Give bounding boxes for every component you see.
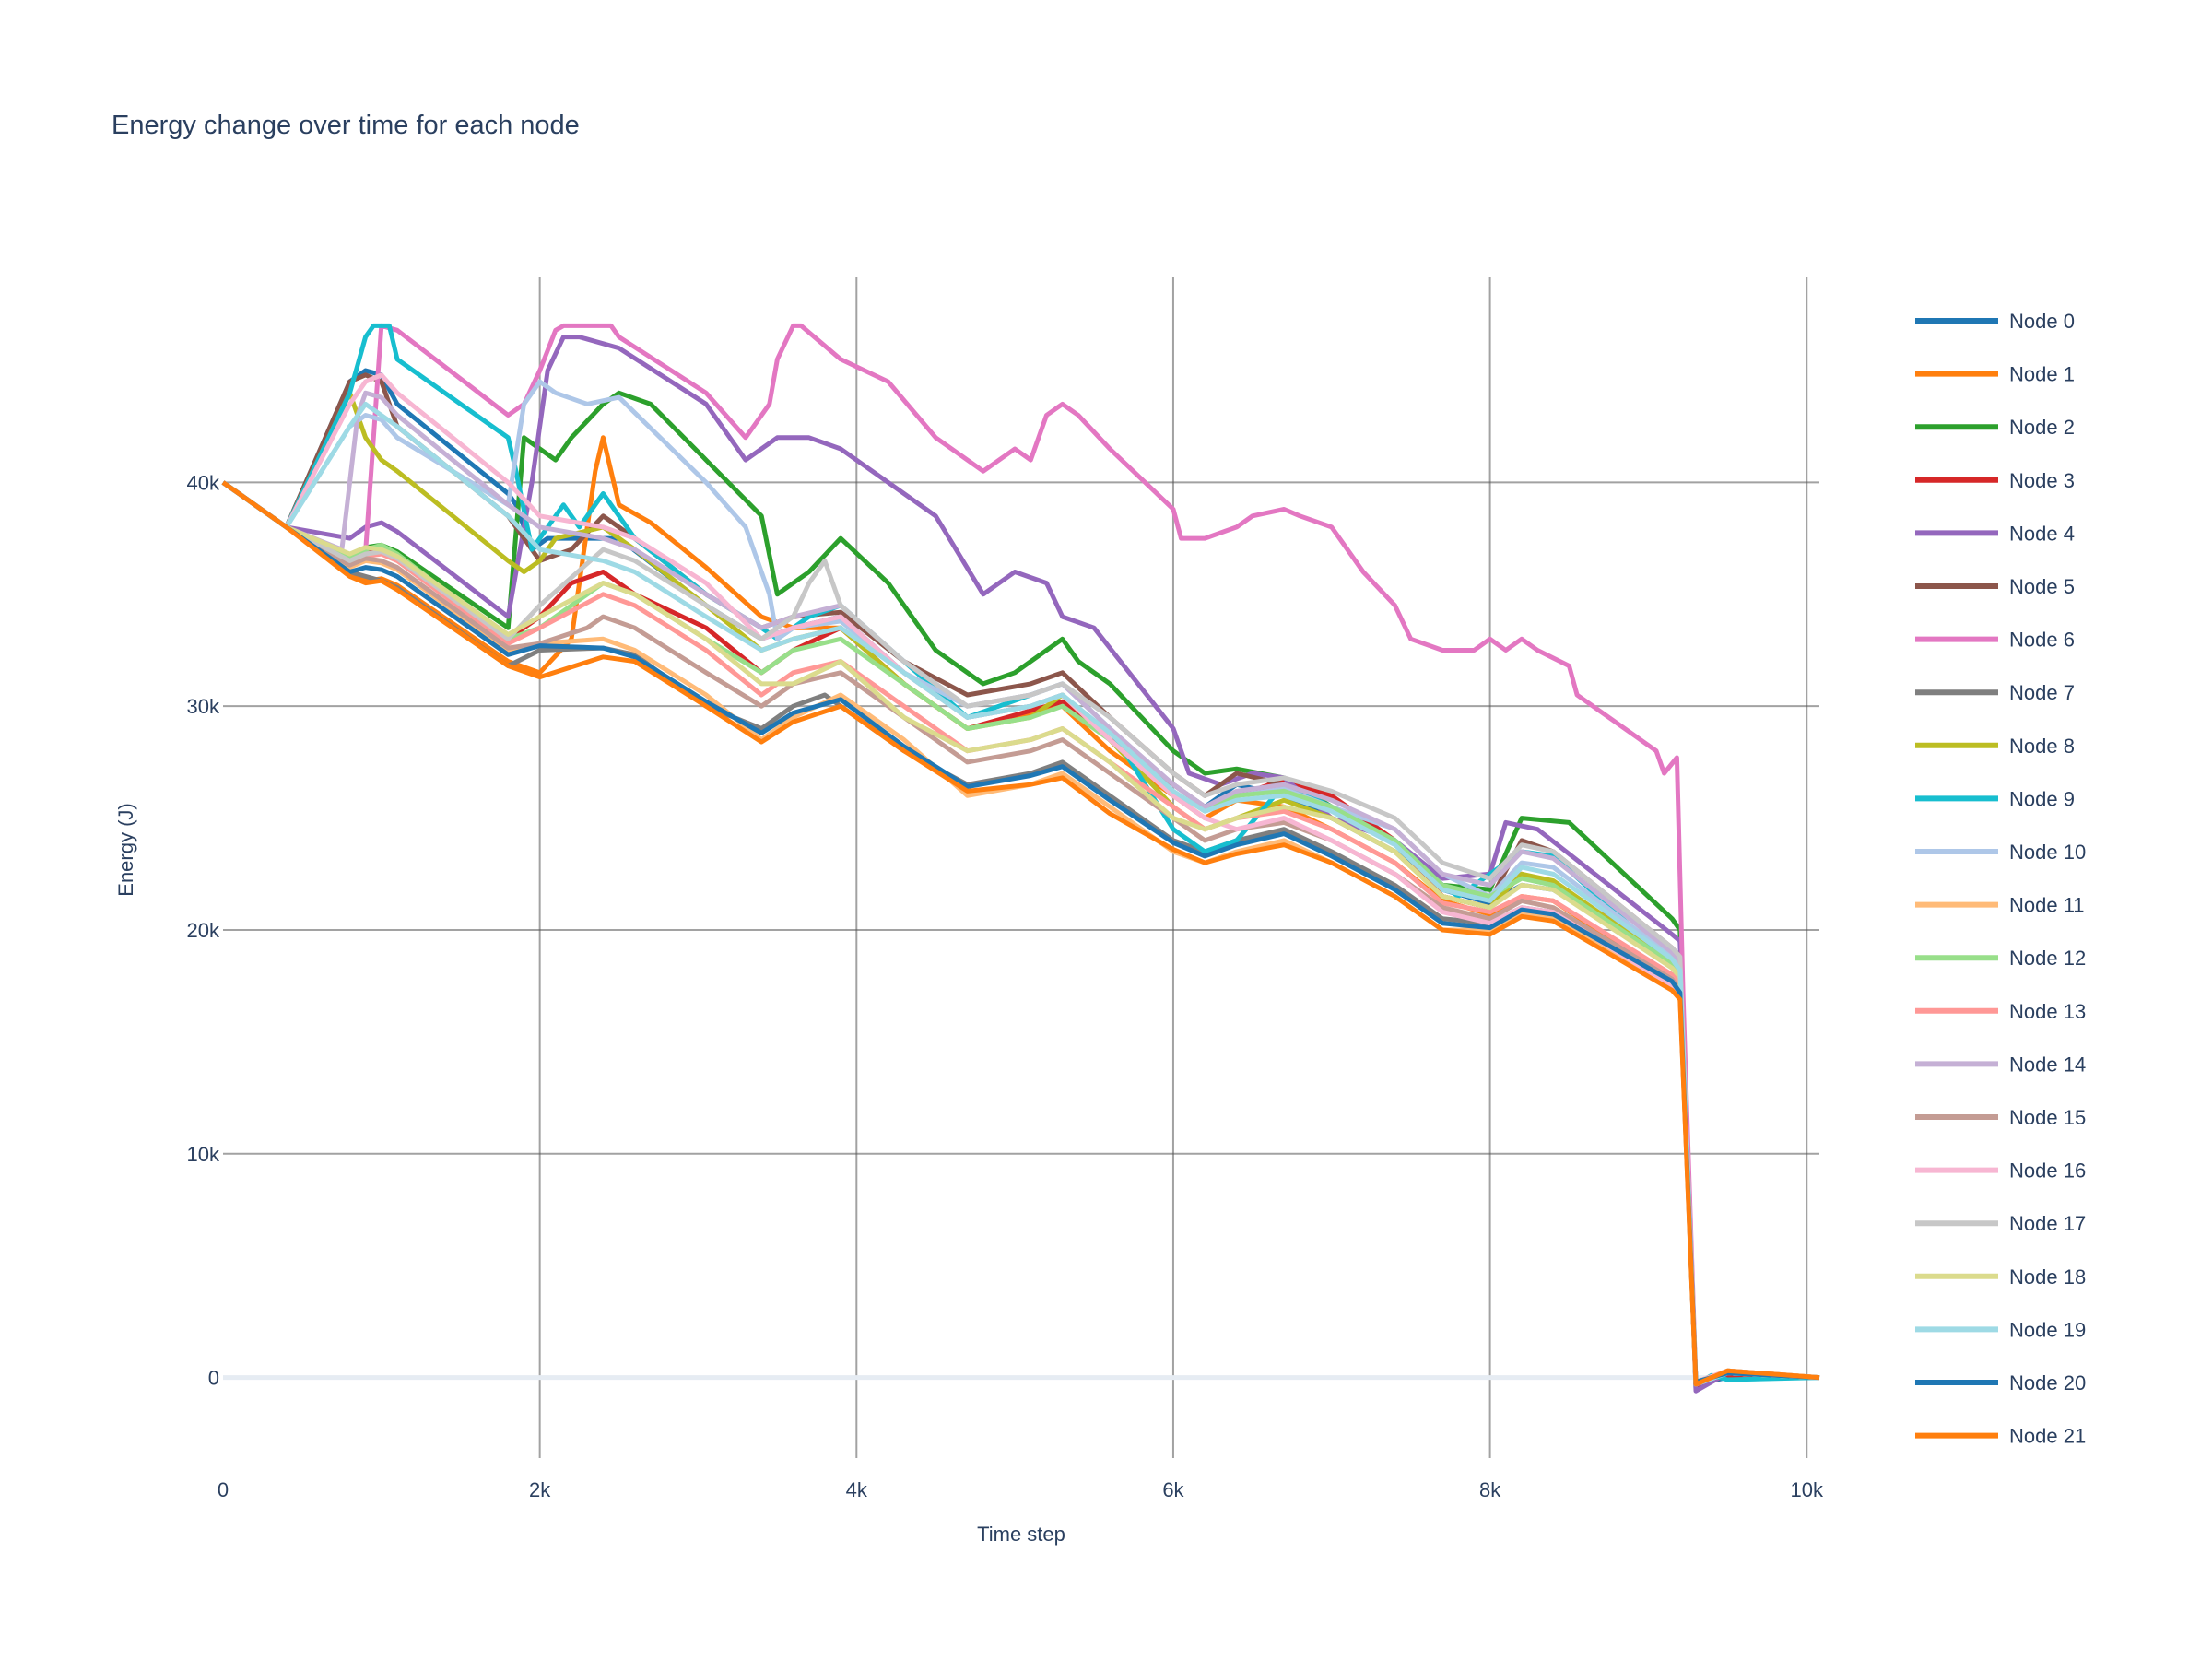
series-line-node-6: [221, 323, 1820, 1384]
series-line-node-21: [221, 480, 1820, 1387]
legend-item[interactable]: Node 3: [1915, 469, 2075, 492]
axis-ticks: 0 2k 4k 6k 8k 10k 0 10k 20k 30k 40k: [187, 471, 1824, 1501]
legend-item[interactable]: Node 11: [1915, 894, 2085, 917]
legend-label: Node 17: [2009, 1212, 2086, 1235]
x-tick-label: 10k: [1791, 1478, 1824, 1501]
legend-item[interactable]: Node 6: [1915, 629, 2075, 652]
legend-item[interactable]: Node 2: [1915, 416, 2075, 439]
legend-label: Node 8: [2009, 735, 2075, 758]
series-line-node-2: [221, 390, 1820, 1392]
legend-item[interactable]: Node 12: [1915, 947, 2086, 970]
legend-item[interactable]: Node 7: [1915, 681, 2075, 704]
legend-item[interactable]: Node 8: [1915, 735, 2075, 758]
x-tick-label: 0: [218, 1478, 229, 1501]
legend-item[interactable]: Node 9: [1915, 787, 2075, 810]
legend-item[interactable]: Node 0: [1915, 310, 2075, 333]
legend-item[interactable]: Node 10: [1915, 841, 2086, 864]
legend-label: Node 20: [2009, 1371, 2086, 1394]
series-line-node-9: [221, 323, 1820, 1387]
legend-item[interactable]: Node 17: [1915, 1212, 2086, 1235]
legend-label: Node 21: [2009, 1425, 2086, 1448]
legend-label: Node 12: [2009, 947, 2086, 970]
x-tick-label: 4k: [846, 1478, 868, 1501]
x-tick-label: 2k: [529, 1478, 551, 1501]
legend-label: Node 0: [2009, 310, 2075, 333]
legend-item[interactable]: Node 5: [1915, 575, 2075, 598]
x-axis-title: Time step: [977, 1523, 1065, 1546]
chart-title: Energy change over time for each node: [112, 111, 580, 140]
legend-item[interactable]: Node 18: [1915, 1265, 2086, 1288]
x-tick-label: 8k: [1479, 1478, 1501, 1501]
legend-label: Node 18: [2009, 1265, 2086, 1288]
grid: [223, 276, 1819, 1458]
legend-item[interactable]: Node 19: [1915, 1318, 2086, 1341]
legend-item[interactable]: Node 16: [1915, 1159, 2086, 1182]
x-tick-label: 6k: [1162, 1478, 1184, 1501]
legend: Node 0 Node 1 Node 2 Node 3 Node 4 Node 5 Node…: [1915, 310, 2086, 1448]
series-line-node-17: [221, 480, 1820, 1387]
legend-label: Node 11: [2009, 894, 2085, 917]
series-line-node-15: [221, 480, 1820, 1384]
y-axis-title: Energy (J): [114, 803, 137, 896]
legend-label: Node 19: [2009, 1318, 2086, 1341]
legend-item[interactable]: Node 13: [1915, 1000, 2086, 1023]
series-line-node-4: [221, 335, 1820, 1394]
legend-label: Node 14: [2009, 1053, 2086, 1076]
series-line-node-19: [221, 401, 1820, 1387]
y-tick-label: 40k: [187, 471, 220, 494]
legend-label: Node 9: [2009, 787, 2075, 810]
legend-item[interactable]: Node 15: [1915, 1106, 2086, 1129]
legend-label: Node 13: [2009, 1000, 2086, 1023]
legend-label: Node 6: [2009, 629, 2075, 652]
legend-item[interactable]: Node 4: [1915, 522, 2075, 545]
legend-item[interactable]: Node 1: [1915, 363, 2075, 386]
legend-item[interactable]: Node 20: [1915, 1371, 2086, 1394]
plot-area: [221, 323, 1820, 1394]
legend-label: Node 5: [2009, 575, 2075, 598]
y-tick-label: 0: [208, 1367, 219, 1390]
legend-label: Node 1: [2009, 363, 2075, 386]
legend-label: Node 16: [2009, 1159, 2086, 1182]
y-tick-label: 10k: [187, 1143, 220, 1166]
y-tick-label: 30k: [187, 695, 220, 718]
legend-label: Node 2: [2009, 416, 2075, 439]
legend-label: Node 7: [2009, 681, 2075, 704]
legend-item[interactable]: Node 21: [1915, 1425, 2086, 1448]
legend-item[interactable]: Node 14: [1915, 1053, 2086, 1076]
legend-label: Node 10: [2009, 841, 2086, 864]
legend-label: Node 4: [2009, 522, 2075, 545]
y-tick-label: 20k: [187, 919, 220, 942]
legend-label: Node 3: [2009, 469, 2075, 492]
series-line-node-18: [221, 480, 1820, 1384]
series-line-node-20: [221, 480, 1820, 1384]
legend-label: Node 15: [2009, 1106, 2086, 1129]
